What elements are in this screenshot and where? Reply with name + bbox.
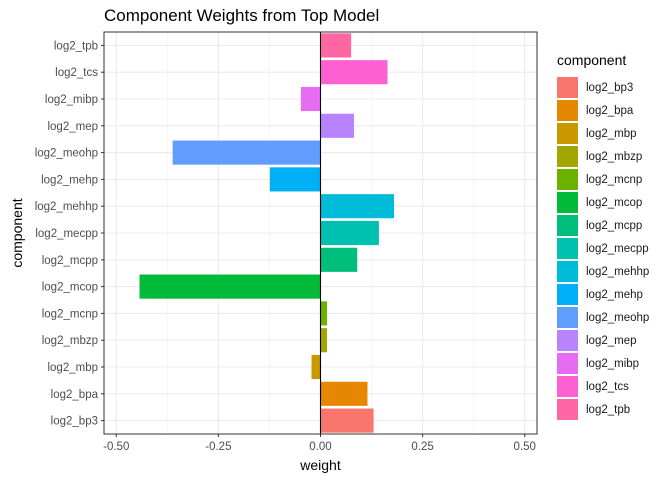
legend-item: log2_mcnp <box>557 168 649 191</box>
x-axis-label: weight <box>299 457 341 473</box>
chart-title: Component Weights from Top Model <box>104 6 380 25</box>
legend-label: log2_mcop <box>586 196 643 209</box>
y-tick-label: log2_mibp <box>45 94 98 106</box>
legend-swatch <box>557 307 578 328</box>
legend-label: log2_mibp <box>586 357 640 370</box>
legend-item: log2_mibp <box>557 352 649 375</box>
legend-swatch <box>557 215 578 236</box>
legend-swatch <box>557 353 578 374</box>
legend-label: log2_mehp <box>586 288 643 301</box>
y-tick-label: log2_mcnp <box>42 308 98 320</box>
legend-item: log2_mbp <box>557 122 649 145</box>
x-tick-label: -0.25 <box>205 441 231 453</box>
bar-log2_mbp <box>311 354 321 380</box>
legend-item: log2_mehp <box>557 283 649 306</box>
bar-log2_mehhp <box>320 194 395 219</box>
bar-log2_mecpp <box>320 220 379 246</box>
legend-swatch <box>557 100 578 121</box>
legend-item: log2_mehhp <box>557 260 649 283</box>
legend-swatch <box>557 284 578 305</box>
bar-log2_meohp <box>172 140 321 165</box>
legend-label: log2_mep <box>586 334 637 347</box>
legend: component log2_bp3 log2_bpa log2_mbp log2_m… <box>557 52 649 421</box>
y-tick-label: log2_mcpp <box>42 255 98 267</box>
y-tick-label: log2_bp3 <box>51 416 98 428</box>
x-tick-label: -0.50 <box>103 441 129 453</box>
legend-label: log2_mecpp <box>586 242 649 255</box>
bar-log2_mcpp <box>320 247 358 272</box>
x-tick-label: 0.00 <box>309 441 331 453</box>
legend-swatch <box>557 399 578 420</box>
y-tick-label: log2_mcop <box>42 282 98 294</box>
legend-label: log2_meohp <box>586 311 650 324</box>
bar-log2_mcop <box>139 274 321 299</box>
legend-swatch <box>557 238 578 259</box>
y-tick-label: log2_tcs <box>55 67 98 79</box>
legend-items: log2_bp3 log2_bpa log2_mbp log2_mbzp log2_mc… <box>557 76 649 421</box>
bar-log2_mcnp <box>320 301 328 326</box>
y-tick-label: log2_meohp <box>35 148 98 160</box>
legend-item: log2_mcpp <box>557 214 649 237</box>
y-tick-label: log2_mehhp <box>35 201 98 213</box>
y-tick-label: log2_tpb <box>54 40 98 52</box>
legend-swatch <box>557 261 578 282</box>
bar-log2_mbzp <box>320 328 328 353</box>
legend-swatch <box>557 330 578 351</box>
legend-item: log2_mbzp <box>557 145 649 168</box>
legend-label: log2_mehhp <box>586 265 650 278</box>
legend-item: log2_tcs <box>557 375 649 398</box>
y-tick-label: log2_mehp <box>41 174 98 186</box>
legend-item: log2_bpa <box>557 99 649 122</box>
legend-item: log2_bp3 <box>557 76 649 99</box>
legend-item: log2_tpb <box>557 398 649 421</box>
y-axis-label: component <box>9 198 25 267</box>
x-tick-labels: -0.50 -0.25 0.00 0.25 0.50 <box>103 434 536 453</box>
legend-swatch <box>557 146 578 167</box>
legend-swatch <box>557 77 578 98</box>
x-tick-label: 0.50 <box>514 441 536 453</box>
bar-log2_tpb <box>320 33 352 58</box>
legend-item: log2_mecpp <box>557 237 649 260</box>
legend-item: log2_meohp <box>557 306 649 329</box>
y-tick-label: log2_mep <box>47 121 98 133</box>
legend-swatch <box>557 376 578 397</box>
bar-log2_mehp <box>269 167 321 192</box>
legend-item: log2_mcop <box>557 191 649 214</box>
legend-title: component <box>557 52 627 68</box>
bar-log2_mep <box>320 113 354 138</box>
legend-label: log2_mcpp <box>586 219 643 232</box>
bar-log2_bp3 <box>320 408 374 433</box>
y-tick-labels: log2_bp3 log2_bpa log2_mbp log2_mbzp log2_mc… <box>35 40 104 428</box>
bar-log2_bpa <box>320 381 368 406</box>
legend-label: log2_tcs <box>586 380 629 393</box>
x-tick-label: 0.25 <box>411 441 433 453</box>
legend-label: log2_bp3 <box>586 81 634 94</box>
y-tick-label: log2_bpa <box>51 389 99 401</box>
legend-label: log2_bpa <box>586 104 634 117</box>
bar-log2_mibp <box>300 86 321 112</box>
legend-label: log2_mcnp <box>586 173 643 186</box>
legend-label: log2_tpb <box>586 403 631 416</box>
y-tick-label: log2_mbzp <box>42 335 98 347</box>
legend-label: log2_mbp <box>586 127 637 140</box>
bar-group <box>139 33 395 433</box>
legend-swatch <box>557 192 578 213</box>
y-tick-label: log2_mecpp <box>35 228 98 240</box>
y-tick-label: log2_mbp <box>47 362 98 374</box>
legend-label: log2_mbzp <box>586 150 643 163</box>
legend-swatch <box>557 169 578 190</box>
bar-log2_tcs <box>320 60 388 85</box>
legend-item: log2_mep <box>557 329 649 352</box>
legend-swatch <box>557 123 578 144</box>
